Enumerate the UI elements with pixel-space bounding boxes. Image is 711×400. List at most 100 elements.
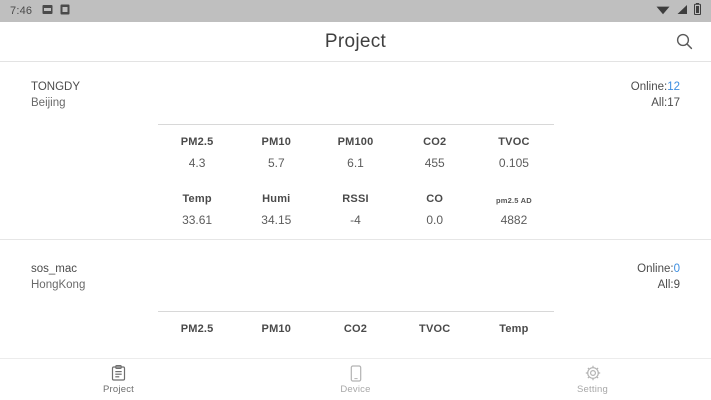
metric-col: 0.0 [395,205,474,239]
metric-col: PM2.5 [158,125,237,148]
signal-icon [676,2,688,20]
metric-label: PM10 [261,323,292,336]
metric-label: TVOC [419,323,451,336]
sd-card-icon [42,2,53,20]
metric-value: 34.15 [261,212,292,227]
battery-icon [694,2,701,20]
project-identity: sos_mac HongKong [31,262,85,294]
metric-value: 0.105 [498,155,529,170]
table-top-rule [157,123,554,125]
project-card[interactable]: sos_mac HongKong Online:0 All:9 PM2.5 PM… [0,239,711,336]
metric-label: pm2.5 AD [495,195,532,205]
metric-label: TVOC [498,135,530,148]
metric-label: PM100 [337,135,374,148]
metric-col: 455 [395,148,474,182]
metric-label: CO2 [423,135,447,148]
status-bar-right-icons [656,2,701,20]
metric-col: 33.61 [158,205,237,239]
metric-value-row: 4.3 5.7 6.1 455 0.105 [158,148,554,182]
bottom-navigation: Project Device Settin [0,358,711,400]
metric-col: 34.15 [237,205,316,239]
project-city: HongKong [31,278,86,291]
online-value: 0 [673,262,680,275]
page-title: Project [324,30,387,52]
online-label: Online: [630,81,668,93]
metric-label-row: PM2.5 PM10 CO2 TVOC Temp [158,312,554,335]
metric-col: -4 [316,205,395,239]
status-bar-left-icons [42,2,70,20]
metric-label: RSSI [342,192,369,205]
nav-label: Device [340,383,371,395]
project-identity: TONGDY Beijing [31,80,80,112]
metric-col: TVOC [395,312,474,335]
metric-value: 0.0 [426,212,444,227]
metric-col: 4.3 [158,148,237,182]
metric-value: 5.7 [267,155,285,170]
project-list[interactable]: TONGDY Beijing Online:12 All:17 PM2.5 PM… [0,62,711,358]
nav-item-device[interactable]: Device [237,359,474,400]
all-count: All:17 [651,96,680,112]
online-count: Online:0 [637,262,680,278]
project-city: Beijing [31,96,66,109]
metric-col: PM10 [237,125,316,148]
all-value: 17 [667,96,680,109]
metric-value: 33.61 [182,212,213,227]
metric-col: PM10 [237,312,316,335]
gear-icon [585,365,601,382]
metric-label: Temp [499,323,529,336]
metric-label: Humi [262,192,291,205]
metric-label: PM10 [261,135,292,148]
metric-label: PM2.5 [180,135,214,148]
status-bar: 7:46 [0,0,711,22]
metric-label: CO2 [343,323,368,336]
metrics-table: PM2.5 PM10 CO2 TVOC Temp [157,311,554,335]
all-label: All: [651,96,668,109]
nav-label: Setting [577,383,608,395]
list-divider [0,238,711,240]
table-top-rule [157,311,554,313]
search-icon[interactable] [671,29,697,55]
clipboard-icon [111,365,126,382]
online-count: Online:12 [631,80,680,96]
metrics-table: PM2.5 PM10 PM100 CO2 TVOC 4.3 5.7 6.1 45… [157,123,554,239]
metric-col: PM100 [316,125,395,148]
metric-label: Temp [182,192,212,205]
nav-item-project[interactable]: Project [0,359,237,400]
metric-col: RSSI [316,182,395,205]
metric-col: PM2.5 [158,312,237,335]
metric-label: CO [426,192,444,205]
wifi-icon [656,2,670,20]
metric-col: CO2 [395,125,474,148]
metric-col: Humi [237,182,316,205]
metric-value: 4882 [500,212,528,227]
nav-item-setting[interactable]: Setting [474,359,711,400]
all-value: 9 [673,278,680,291]
metric-col: pm2.5 AD [474,182,553,205]
metric-value-row: 33.61 34.15 -4 0.0 4882 [158,205,554,239]
online-value: 12 [667,81,680,93]
metric-col: 4882 [474,205,553,239]
all-count: All:9 [658,278,680,294]
metric-value: 4.3 [188,155,206,170]
metric-value: 6.1 [347,155,364,170]
project-name: TONGDY [31,81,80,93]
metric-label: PM2.5 [180,323,214,336]
sim-card-icon [60,2,70,20]
app-bar: Project [0,22,711,62]
project-card[interactable]: TONGDY Beijing Online:12 All:17 PM2.5 PM… [0,62,711,239]
project-card-header: sos_mac HongKong Online:0 All:9 [0,262,711,294]
phone-icon [350,364,362,382]
project-card-header: TONGDY Beijing Online:12 All:17 [0,80,711,112]
online-label: Online: [637,262,674,275]
metric-value: -4 [350,212,361,227]
all-label: All: [657,278,674,291]
metric-label-row: PM2.5 PM10 PM100 CO2 TVOC [158,125,554,148]
metric-col: Temp [474,312,553,335]
project-counts: Online:12 All:17 [631,80,680,112]
metric-label-row: Temp Humi RSSI CO pm2.5 AD [158,182,554,205]
metric-col: Temp [158,182,237,205]
project-name: sos_mac [31,262,78,275]
metric-col: 6.1 [316,148,395,182]
metric-col: TVOC [474,125,553,148]
